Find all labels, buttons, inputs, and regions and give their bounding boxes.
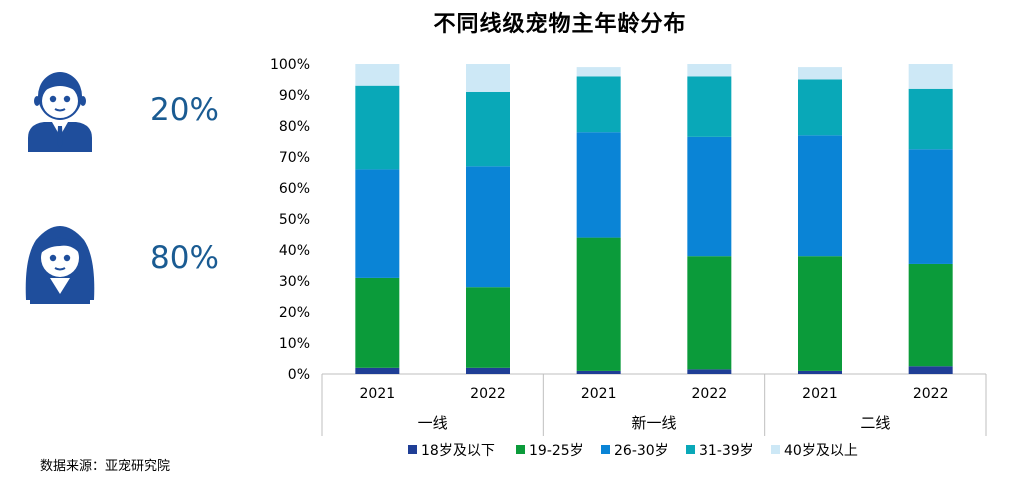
x-tick-label: 2021 <box>360 386 396 402</box>
bar-segment <box>798 256 842 371</box>
legend-label: 18岁及以下 <box>421 443 495 459</box>
legend-swatch <box>516 445 525 454</box>
bar-segment <box>798 67 842 80</box>
x-group-label: 二线 <box>860 414 890 432</box>
x-tick-label: 2022 <box>470 386 506 402</box>
bar-segment <box>466 91 510 167</box>
bar-segment <box>576 132 621 238</box>
legend-label: 31-39岁 <box>699 443 754 459</box>
legend-swatch <box>686 445 695 454</box>
bar-segment <box>576 370 621 374</box>
y-tick-label: 50% <box>279 212 310 228</box>
y-tick-label: 70% <box>279 150 310 166</box>
bar-segment <box>576 67 621 77</box>
bar-segment <box>687 64 732 77</box>
female-percentage: 80% <box>150 240 219 276</box>
bar-segment <box>687 256 732 370</box>
bar-segment <box>355 367 400 374</box>
legend-swatch <box>771 445 780 454</box>
y-tick-label: 60% <box>279 181 310 197</box>
y-tick-label: 0% <box>288 367 310 383</box>
legend-label: 40岁及以上 <box>784 443 858 459</box>
y-tick-label: 90% <box>279 88 310 104</box>
x-tick-label: 2022 <box>692 386 728 402</box>
bar-segment <box>466 64 510 92</box>
bar-segment <box>466 166 510 288</box>
bar-segment <box>355 64 400 86</box>
legend-swatch <box>408 445 417 454</box>
bar-segment <box>798 370 842 374</box>
bar-segment <box>355 85 400 170</box>
x-tick-label: 2022 <box>913 386 949 402</box>
bar-segment <box>355 169 400 278</box>
x-group-label: 一线 <box>418 414 448 432</box>
bar-segment <box>687 369 732 374</box>
bar-segment <box>908 149 953 264</box>
y-tick-label: 30% <box>279 274 310 290</box>
bar-segment <box>355 277 400 368</box>
bar-segment <box>687 136 732 257</box>
bar-segment <box>798 79 842 136</box>
legend-label: 19-25岁 <box>529 443 584 459</box>
legend-label: 26-30岁 <box>614 443 669 459</box>
y-tick-label: 10% <box>279 336 310 352</box>
bar-segment <box>576 237 621 371</box>
female-person-icon <box>25 226 95 304</box>
x-tick-label: 2021 <box>802 386 838 402</box>
bar-segment <box>798 135 842 257</box>
bar-segment <box>466 367 510 374</box>
bar-segment <box>466 287 510 368</box>
data-source-note: 数据来源：亚宠研究院 <box>40 459 171 474</box>
male-percentage: 20% <box>150 92 219 128</box>
legend-swatch <box>601 445 610 454</box>
x-tick-label: 2021 <box>581 386 617 402</box>
y-tick-label: 40% <box>279 243 310 259</box>
bar-segment <box>908 263 953 367</box>
bar-segment <box>908 64 953 89</box>
y-tick-label: 20% <box>279 305 310 321</box>
bar-segment <box>576 76 621 133</box>
y-tick-label: 80% <box>279 119 310 135</box>
bar-segment <box>687 76 732 137</box>
bar-segment <box>908 366 953 374</box>
x-group-label: 新一线 <box>631 414 676 432</box>
y-tick-label: 100% <box>270 57 310 73</box>
chart-title: 不同线级宠物主年龄分布 <box>433 12 687 37</box>
male-person-icon <box>28 72 92 152</box>
bar-segment <box>908 88 953 150</box>
